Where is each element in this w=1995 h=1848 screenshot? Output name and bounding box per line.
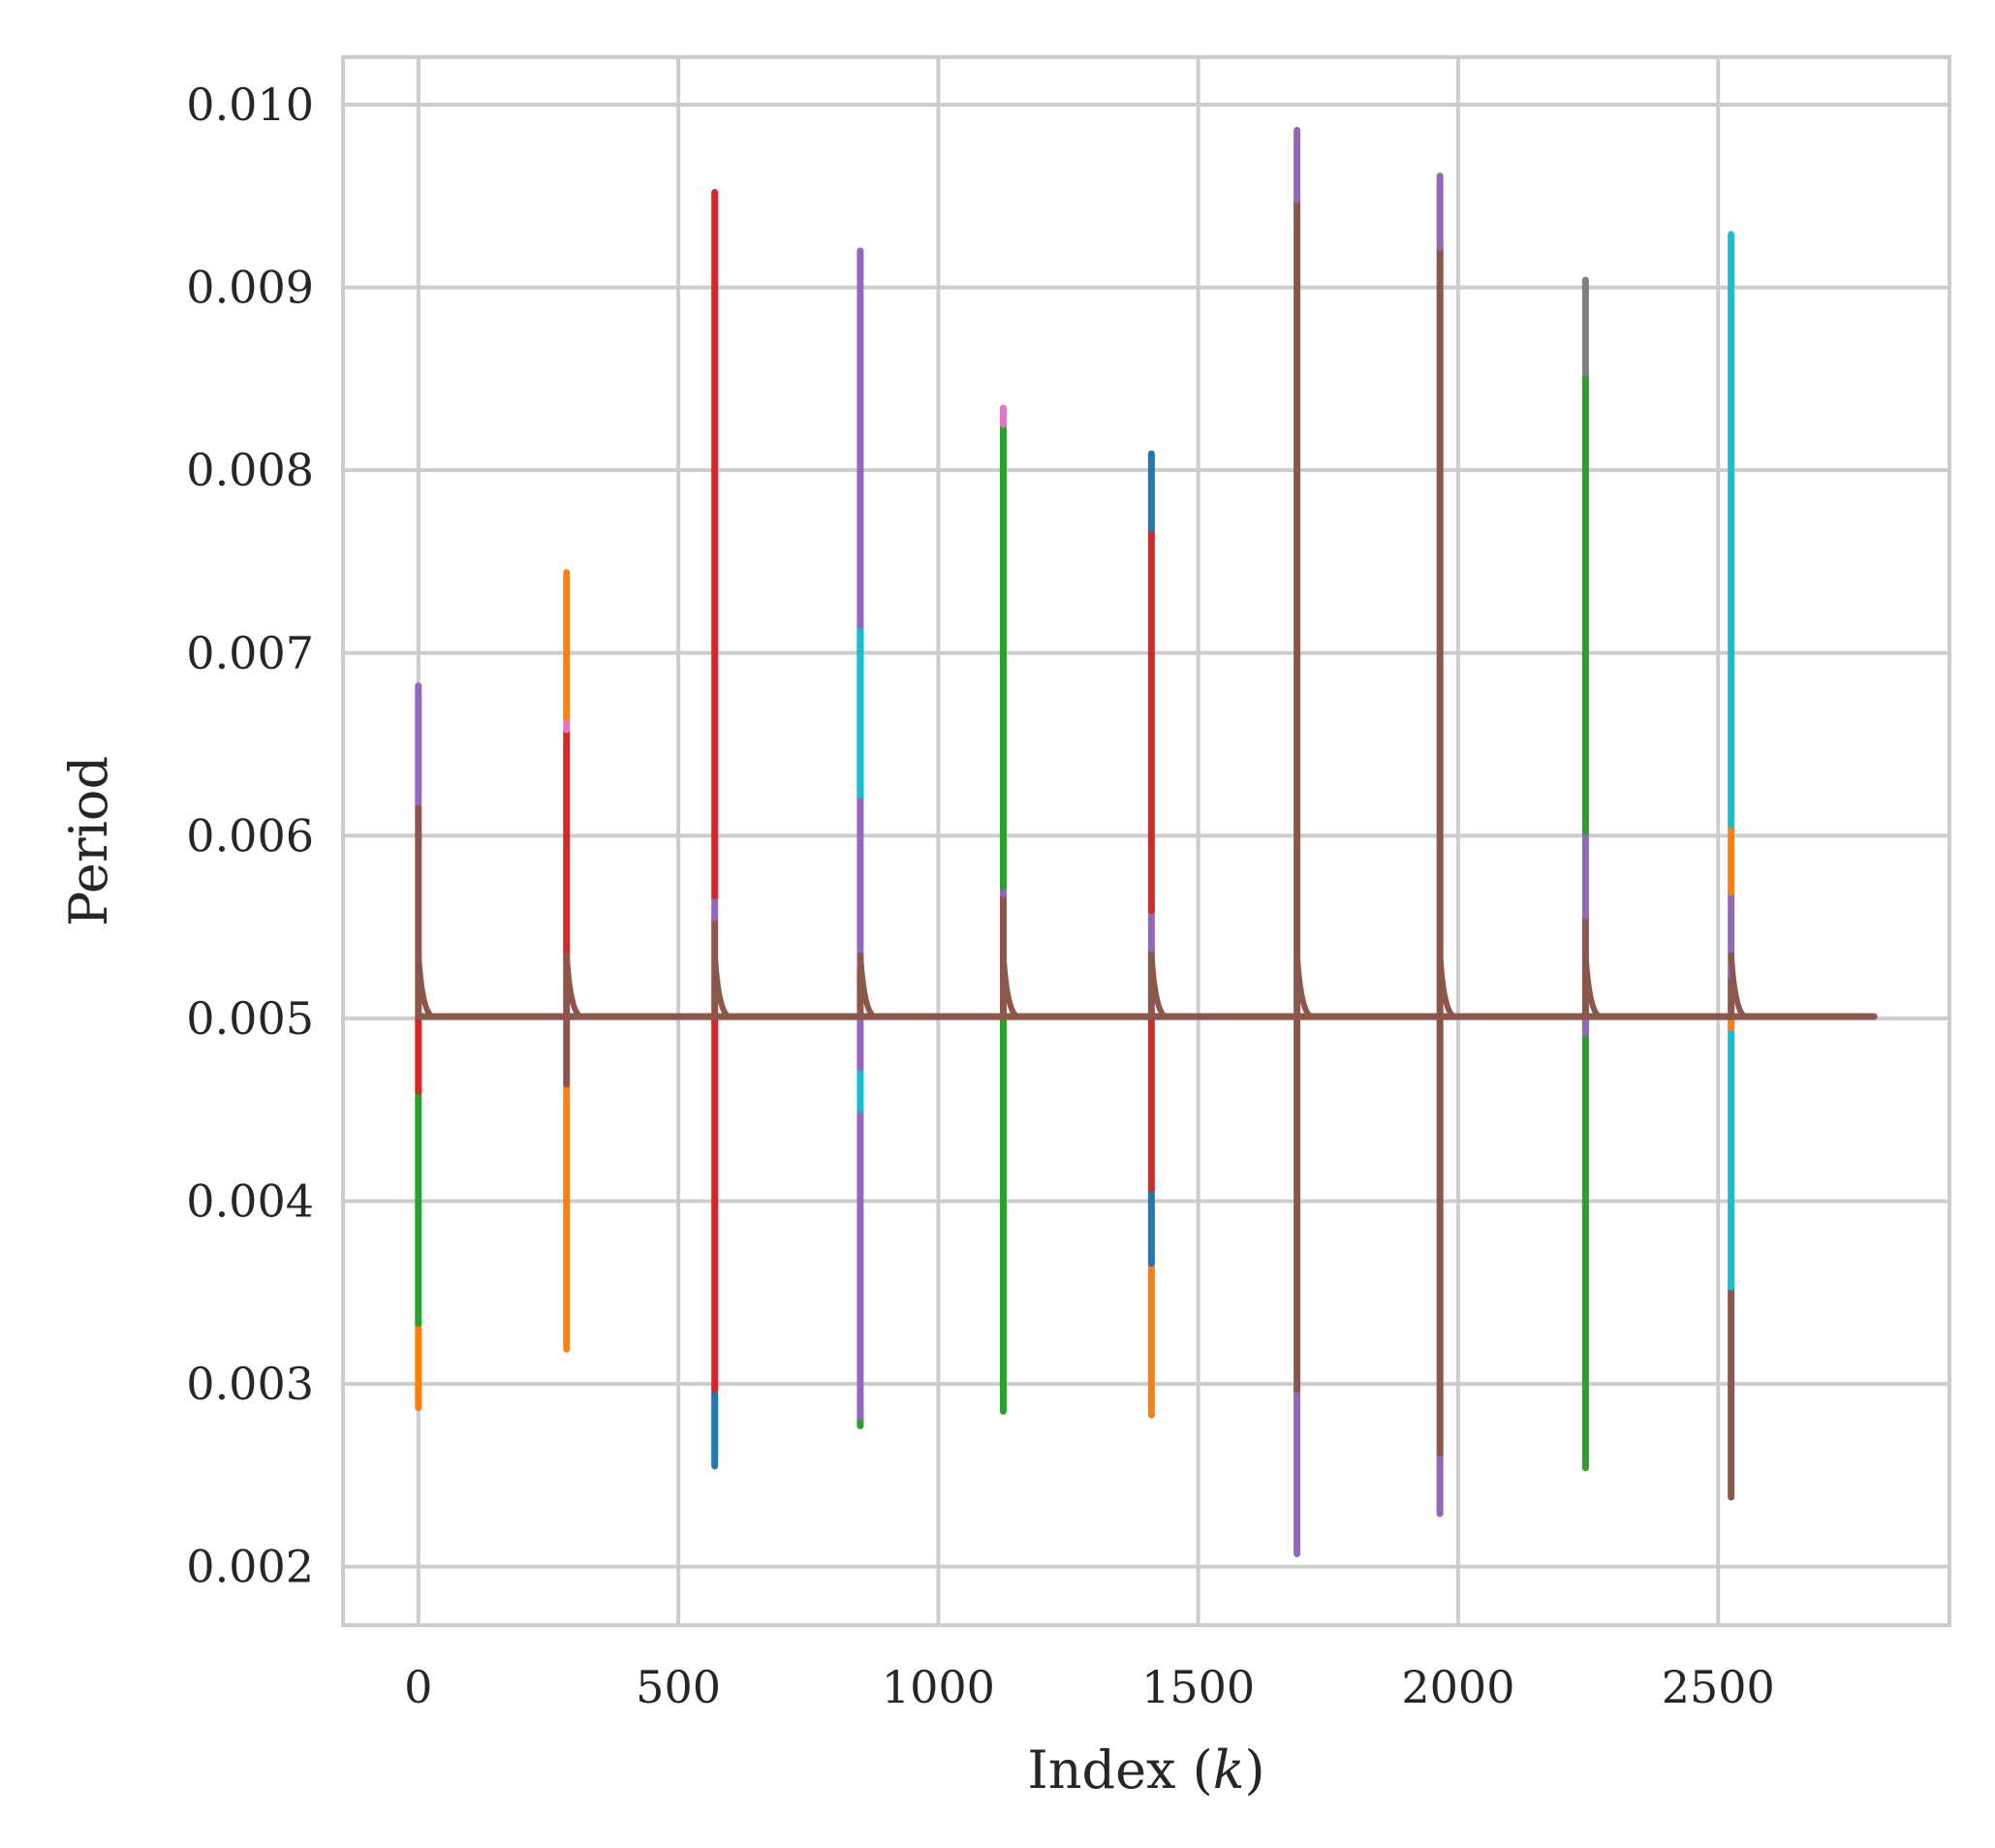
x-axis-label-prefix: Index (	[1027, 1739, 1212, 1801]
x-tick-label: 500	[636, 1661, 721, 1713]
x-axis-label-suffix: )	[1244, 1739, 1264, 1801]
plot-frame	[341, 55, 1951, 1627]
y-tick-label: 0.004	[186, 1175, 314, 1227]
y-tick-label: 0.008	[186, 444, 314, 496]
y-tick-label: 0.007	[186, 627, 314, 679]
gridlines	[343, 57, 1949, 1625]
y-tick-labels: 0.002 0.003 0.004 0.005 0.006 0.007 0.008 0.009…	[186, 78, 314, 1593]
y-tick-label: 0.006	[186, 809, 314, 861]
y-tick-label: 0.002	[186, 1541, 314, 1593]
y-tick-label: 0.010	[186, 78, 314, 131]
y-tick-label: 0.003	[186, 1358, 314, 1410]
x-tick-label: 1000	[882, 1661, 995, 1713]
spike-series	[415, 126, 1748, 1557]
x-tick-label: 1500	[1141, 1661, 1255, 1713]
plot-background	[343, 57, 1949, 1625]
y-tick-label: 0.005	[186, 992, 314, 1045]
x-tick-label: 2000	[1401, 1661, 1514, 1713]
x-tick-label: 0	[404, 1661, 432, 1713]
y-tick-label: 0.009	[186, 262, 314, 314]
x-tick-labels: 0 500 1000 1500 2000 2500	[404, 1661, 1775, 1713]
x-axis-label-var: k	[1213, 1739, 1245, 1801]
y-axis-label: Period	[58, 756, 119, 926]
x-tick-label: 2500	[1662, 1661, 1775, 1713]
x-axis-label: Index (k)	[1027, 1739, 1264, 1801]
